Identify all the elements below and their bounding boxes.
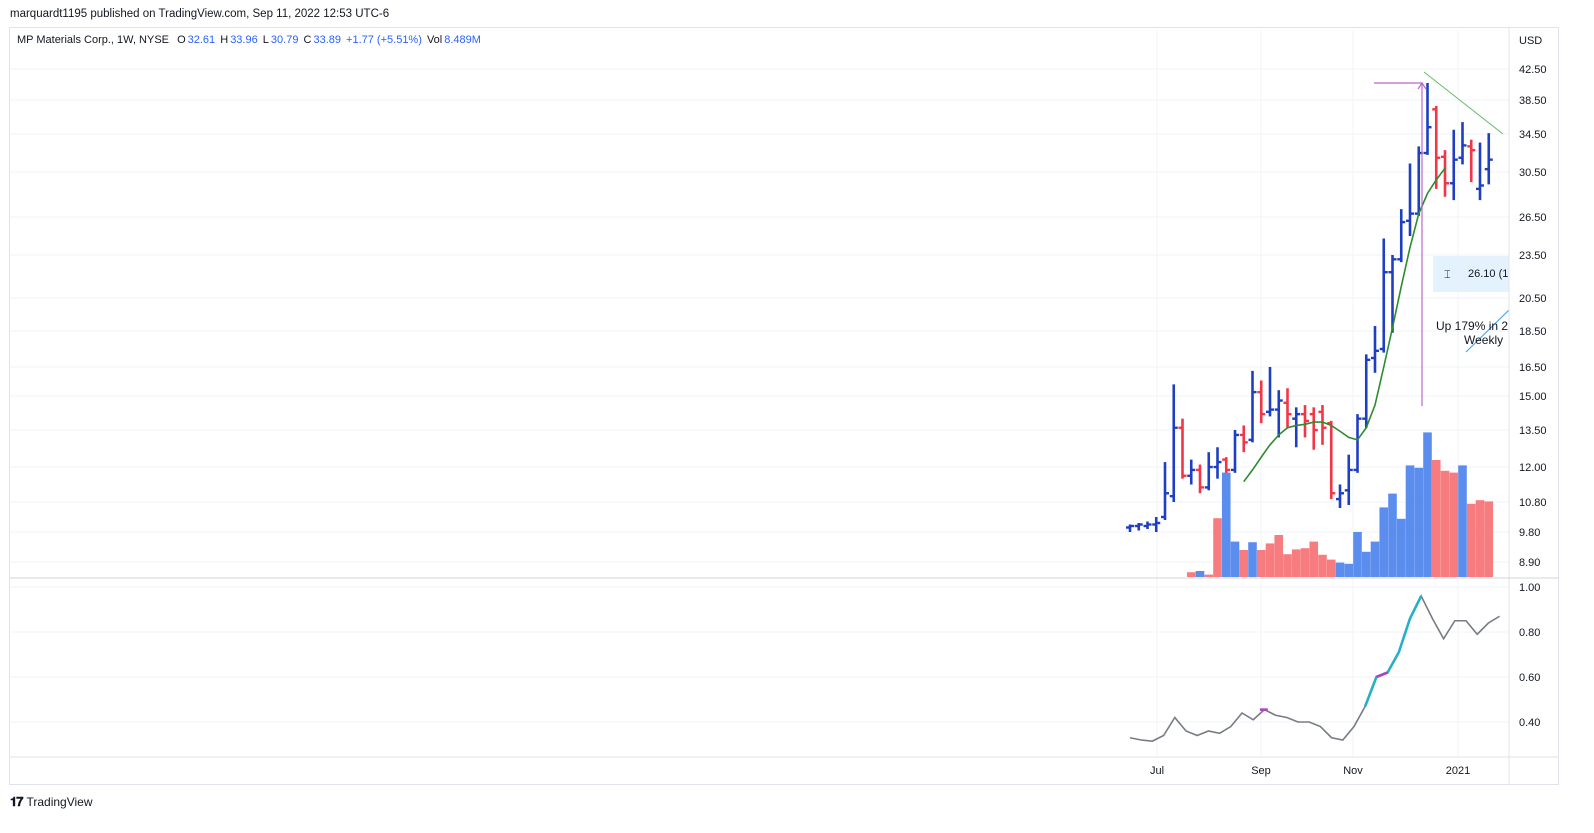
osc-tick-label: 1.00 [1519, 582, 1540, 594]
oscillator-line [1129, 594, 1501, 742]
volume-bar [1274, 535, 1284, 577]
volume-bar [1370, 541, 1380, 577]
volume-bar [1353, 532, 1362, 577]
chart-legend: MP Materials Corp., 1W, NYSE O 32.61 H 33.… [17, 34, 483, 46]
grid-lines [10, 30, 1509, 757]
price-tick-label: 34.50 [1519, 129, 1547, 141]
volume-bar [1440, 470, 1450, 577]
high-value: 33.96 [230, 34, 258, 46]
change-value: +1.77 (+5.51%) [346, 34, 422, 46]
volume-bar [1204, 574, 1214, 577]
volume-label: Vol [426, 34, 443, 46]
volume-bar [1291, 549, 1301, 577]
open-label: O [177, 34, 186, 46]
osc-tick-label: 0.80 [1519, 627, 1540, 639]
oscillator-marker [1375, 671, 1389, 679]
drawings: ⌶ [1243, 71, 1510, 483]
time-tick-label: Nov [1343, 765, 1363, 777]
chart-frame [9, 27, 1559, 785]
open-value: 32.61 [187, 34, 216, 46]
oscillator-highlight [1363, 595, 1423, 707]
measure-label: 26.10 (1 [1468, 268, 1508, 280]
symbol-label: MP Materials Corp., 1W, NYSE [17, 34, 170, 46]
volume-bar [1484, 501, 1494, 577]
measure-icon: ⌶ [1444, 269, 1451, 281]
price-tick-label: 18.50 [1519, 326, 1547, 338]
volume-bar [1318, 554, 1327, 577]
note-line-2: Weekly [1464, 333, 1503, 347]
price-tick-label: 30.50 [1519, 167, 1547, 179]
note-line-1: Up 179% in 2 [1436, 319, 1508, 333]
volume-bar [1309, 541, 1319, 577]
volume-bar [1221, 472, 1231, 577]
volume-bar [1283, 554, 1292, 577]
price-tick-label: 9.80 [1519, 527, 1540, 539]
price-tick-label: 20.50 [1519, 293, 1547, 305]
price-tick-label: 8.90 [1519, 557, 1540, 569]
price-tick-label: 42.50 [1519, 64, 1547, 76]
low-label: L [262, 34, 269, 46]
volume-bar [1458, 465, 1467, 577]
price-tick-label: 13.50 [1519, 425, 1547, 437]
ohlc-bars [1126, 82, 1493, 532]
volume-bar [1379, 507, 1389, 577]
low-value: 30.79 [270, 34, 299, 46]
volume-bar [1361, 551, 1371, 577]
sma-line [1243, 167, 1446, 483]
price-tick-label: 23.50 [1519, 250, 1547, 262]
price-tick-label: 38.50 [1519, 95, 1547, 107]
price-tick-label: 12.00 [1519, 462, 1547, 474]
tradingview-logo-icon: 𝟏𝟕 [10, 794, 24, 809]
volume-bar [1239, 550, 1249, 577]
measure-box [1433, 256, 1509, 292]
volume-bar [1335, 562, 1345, 577]
trend-line [1423, 71, 1504, 135]
volume-bar [1466, 503, 1476, 577]
currency-label: USD [1519, 35, 1542, 47]
volume-bar [1396, 518, 1406, 577]
volume-bar [1423, 432, 1432, 577]
volume-bar [1256, 550, 1266, 577]
volume-bar [1195, 571, 1205, 577]
time-tick-label: Sep [1251, 765, 1271, 777]
osc-tick-label: 0.40 [1519, 717, 1540, 729]
osc-tick-label: 0.60 [1519, 672, 1540, 684]
volume-bar [1248, 542, 1257, 577]
volume-bar [1475, 500, 1485, 577]
close-label: C [303, 34, 312, 46]
close-value: 33.89 [313, 34, 341, 46]
volume-bar [1186, 572, 1196, 577]
brand-name: TradingView [26, 795, 93, 809]
oscillator-pane: 1.00 0.80 0.60 0.40 [10, 582, 1540, 742]
volume-bar [1265, 543, 1275, 577]
price-tick-label: 16.50 [1519, 362, 1547, 374]
note-arrow-line [1465, 309, 1510, 353]
volume-bar [1213, 518, 1222, 577]
time-tick-label: 2021 [1446, 765, 1470, 777]
price-tick-label: 26.50 [1519, 212, 1547, 224]
footer-brand: 𝟏𝟕 TradingView [10, 794, 93, 810]
volume-bar [1344, 563, 1354, 577]
volume-bars [1186, 432, 1494, 577]
volume-bar [1405, 465, 1415, 577]
price-tick-label: 15.00 [1519, 391, 1547, 403]
high-label: H [220, 34, 229, 46]
volume-value: 8.489M [444, 34, 481, 46]
measure-arrowhead [1417, 81, 1427, 90]
volume-bar [1230, 541, 1240, 577]
volume-bar [1449, 472, 1459, 577]
axes: 42.50 38.50 34.50 30.50 26.50 23.50 20.50 18.50… [10, 28, 1559, 784]
volume-bar [1326, 559, 1336, 577]
volume-bar [1388, 493, 1397, 577]
publish-attribution: marquardt1195 published on TradingView.c… [10, 8, 390, 20]
time-tick-label: Jul [1150, 765, 1164, 777]
price-tick-label: 10.80 [1519, 497, 1547, 509]
volume-bar [1300, 548, 1310, 577]
volume-bar [1414, 467, 1424, 577]
volume-bar [1431, 460, 1441, 577]
